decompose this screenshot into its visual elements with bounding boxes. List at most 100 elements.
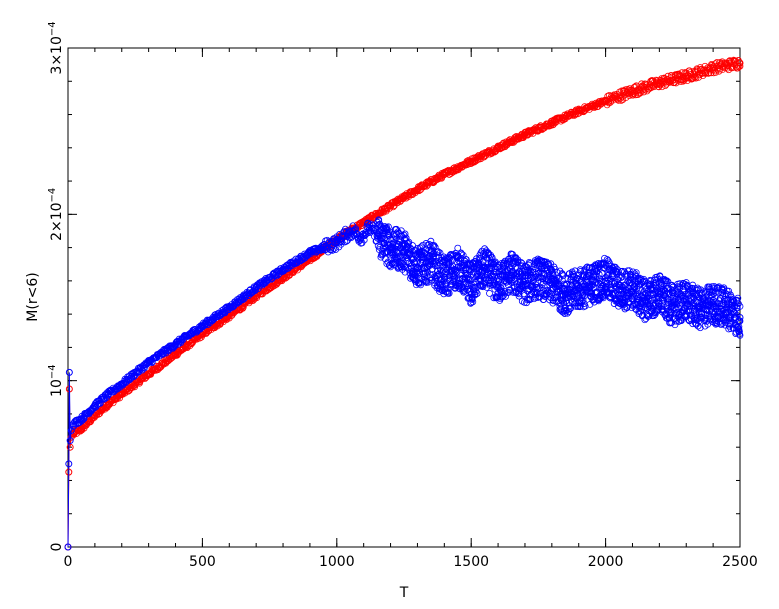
data-point (382, 249, 390, 257)
data-point (736, 302, 744, 310)
data-point (239, 304, 247, 311)
data-point (512, 254, 520, 261)
data-point (713, 59, 721, 66)
data-point (65, 368, 73, 376)
data-point (490, 276, 498, 284)
data-point (702, 70, 709, 77)
y-tick-label: 3×10−4 (47, 21, 65, 74)
data-point (486, 289, 493, 297)
data-point (697, 286, 705, 294)
data-point (612, 282, 620, 290)
data-point (581, 302, 589, 310)
x-tick-labels: 0 500 1000 1500 2000 2500 (64, 554, 758, 570)
data-point (498, 293, 506, 301)
data-point (736, 317, 744, 325)
data-point (458, 250, 465, 258)
data-point (436, 249, 444, 257)
data-point (430, 242, 437, 250)
data-point (397, 263, 405, 270)
data-point (721, 321, 729, 329)
x-tick-label: 2500 (722, 554, 758, 570)
y-tick-label: 2×10−4 (47, 188, 65, 241)
data-point (728, 320, 736, 328)
data-point (390, 235, 398, 243)
data-point (584, 281, 592, 289)
data-point (691, 302, 699, 310)
data-point (718, 58, 726, 66)
data-point (454, 244, 462, 252)
data-point (736, 331, 744, 339)
data-point (682, 279, 690, 286)
data-point (655, 83, 663, 91)
series-1 (64, 56, 744, 551)
data-point (615, 96, 622, 104)
data-point (175, 335, 183, 343)
data-point (279, 275, 287, 282)
data-point (625, 267, 633, 275)
data-point (647, 280, 655, 288)
data-point (650, 281, 658, 289)
data-point (543, 290, 550, 297)
data-point (564, 275, 572, 282)
data-point (453, 269, 461, 276)
data-point (443, 288, 451, 296)
data-point (678, 317, 685, 324)
data-point (734, 294, 742, 302)
data-point (712, 298, 720, 306)
data-point (517, 259, 525, 266)
data-point (380, 232, 387, 240)
data-point (505, 286, 513, 294)
data-point (395, 248, 403, 255)
data-point (530, 295, 538, 303)
data-point (678, 69, 686, 77)
y-tick-labels: 0 10−4 2×10−4 3×10−4 (47, 21, 65, 551)
data-point (525, 267, 533, 274)
data-point (594, 266, 602, 274)
x-tick-label: 1500 (453, 554, 489, 570)
data-point (427, 237, 435, 245)
data-point (694, 322, 702, 330)
data-point (417, 243, 425, 251)
data-point (560, 299, 568, 307)
data-point (66, 437, 74, 445)
data-point (385, 223, 392, 231)
data-point (486, 281, 494, 289)
data-point (736, 59, 743, 67)
data-point (147, 370, 155, 378)
data-point (608, 279, 615, 286)
y-axis-label: M(r<6) (25, 272, 41, 321)
data-point (734, 324, 742, 332)
x-axis-label: T (399, 585, 409, 601)
data-point (473, 289, 481, 297)
data-point (479, 283, 487, 291)
data-point (684, 316, 692, 324)
data-point (689, 281, 697, 289)
data-point (565, 294, 572, 302)
data-point (479, 257, 487, 265)
data-point (661, 82, 669, 90)
data-point (711, 284, 719, 292)
data-point (469, 298, 477, 306)
data-point (639, 278, 647, 286)
data-point (149, 366, 156, 374)
data-point (617, 282, 625, 289)
data-point (682, 298, 690, 306)
data-point (498, 293, 506, 301)
data-point (545, 260, 553, 268)
data-point (559, 272, 567, 280)
data-point (445, 289, 453, 297)
data-point (595, 270, 603, 278)
data-point (79, 416, 86, 424)
data-point (637, 307, 644, 315)
data-point (488, 254, 496, 261)
data-point (663, 277, 671, 285)
data-point (733, 311, 741, 319)
data-series (64, 56, 744, 551)
data-point (475, 277, 483, 285)
data-point (337, 240, 345, 248)
data-point (605, 259, 613, 267)
data-point (687, 307, 694, 315)
data-point (279, 275, 286, 283)
data-point (532, 293, 540, 301)
